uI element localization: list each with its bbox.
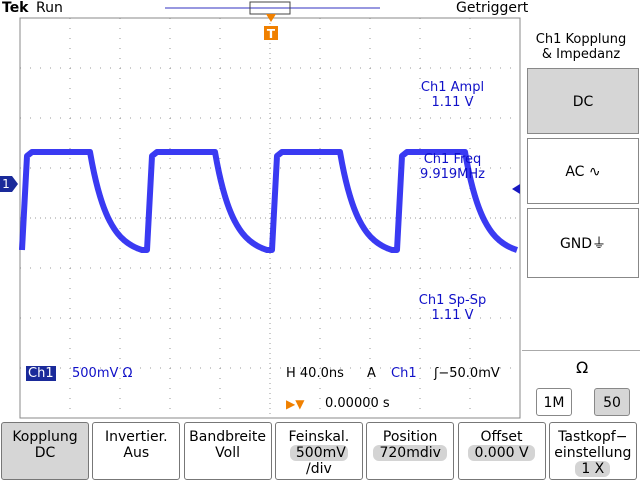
impedance-button[interactable]: 50 xyxy=(594,388,630,416)
measurement-value: 9.919MHz xyxy=(419,167,486,182)
measurement-label: Ch1 Sp-Sp xyxy=(418,293,487,308)
measurement-value: 1.11 V xyxy=(431,308,474,323)
vertical-scale: 500mV Ω xyxy=(72,366,133,381)
channel-badge: Ch1 xyxy=(26,366,56,381)
trigger-source: Ch1 xyxy=(391,366,417,381)
menu-label: Bandbreite xyxy=(189,429,267,445)
option-button[interactable]: DC xyxy=(527,68,639,134)
menu-value: DC xyxy=(34,445,56,461)
run-status: Run xyxy=(36,0,63,16)
menu-value-box: 500mV/div xyxy=(276,445,362,477)
menu-label: einstellung xyxy=(554,445,632,461)
menu-value-box: 1 X xyxy=(550,461,636,477)
menu-button[interactable]: Invertier. Aus xyxy=(92,422,181,480)
option-button[interactable]: AC ∿ xyxy=(527,138,639,204)
menu-label: Invertier. xyxy=(105,429,168,445)
menu-value-box: Voll xyxy=(185,445,271,461)
brand: Tek xyxy=(2,0,29,16)
impedance-button[interactable]: 1M xyxy=(536,388,572,416)
trigger-pos xyxy=(266,14,276,22)
measurement-label: Ch1 Freq xyxy=(423,152,482,167)
side-title-line: Ch1 Kopplung xyxy=(535,32,627,47)
waveform xyxy=(19,149,518,253)
menu-button[interactable]: Feinskal. 500mV/div xyxy=(274,422,363,480)
side-title: Ch1 Kopplung & Impedanz xyxy=(522,32,640,62)
separator xyxy=(522,350,640,351)
menu-value-box: 0.000 V xyxy=(459,445,545,461)
trigger-level-marker xyxy=(512,184,520,194)
menu-label: Tastkopf− xyxy=(558,429,628,445)
horizontal-scale: H 40.0ns xyxy=(286,366,344,381)
menu-value-box: 720mdiv xyxy=(367,445,453,461)
option-button[interactable]: GND⏚ xyxy=(527,208,639,278)
measurement: Ch1 Ampl 1.11 V xyxy=(400,80,505,110)
menu-label: Offset xyxy=(480,429,523,445)
measurement: Ch1 Freq 9.919MHz xyxy=(400,152,505,182)
trigger-level: ʃ−50.0mV xyxy=(434,366,500,381)
acq-mode: A xyxy=(367,366,376,381)
menu-value-box: DC xyxy=(2,445,88,461)
menu-value: 720mdiv xyxy=(373,445,447,461)
channel-marker-label: 1 xyxy=(2,177,10,191)
menu-label: Kopplung xyxy=(12,429,78,445)
menu-button[interactable]: Kopplung DC xyxy=(1,422,89,480)
menu-value-box: Aus xyxy=(93,445,179,461)
menu-value: Voll xyxy=(215,445,241,461)
side-title-line: & Impedanz xyxy=(541,47,621,62)
menu-label: Position xyxy=(382,429,438,445)
menu-button[interactable]: Bandbreite Voll xyxy=(183,422,272,480)
measurement-value: 1.11 V xyxy=(431,95,474,110)
trigger-state: Getriggert xyxy=(456,0,529,16)
trigger-time: 0.00000 s xyxy=(325,396,390,411)
trigger-marker xyxy=(264,26,278,40)
trigger-offset-icon: ▶▼ xyxy=(286,397,305,411)
menu-button[interactable]: Tastkopf− einstellung 1 X xyxy=(548,422,637,480)
menu-value: 1 X xyxy=(575,461,611,477)
measurement: Ch1 Sp-Sp 1.11 V xyxy=(400,293,505,323)
channel-marker xyxy=(0,176,18,192)
menu-value: 0.000 V xyxy=(468,445,535,461)
graticule xyxy=(20,18,520,418)
menu-button[interactable]: Offset 0.000 V xyxy=(457,422,546,480)
impedance-label: Ω xyxy=(576,358,589,377)
menu-button[interactable]: Position 720mdiv xyxy=(366,422,455,480)
trigger-marker-label: T xyxy=(267,27,276,41)
menu-value: /div xyxy=(306,461,332,477)
measurement-label: Ch1 Ampl xyxy=(420,80,485,95)
menu-value: 500mV xyxy=(289,445,348,461)
menu-label: Feinskal. xyxy=(288,429,350,445)
menu-value: Aus xyxy=(123,445,150,461)
